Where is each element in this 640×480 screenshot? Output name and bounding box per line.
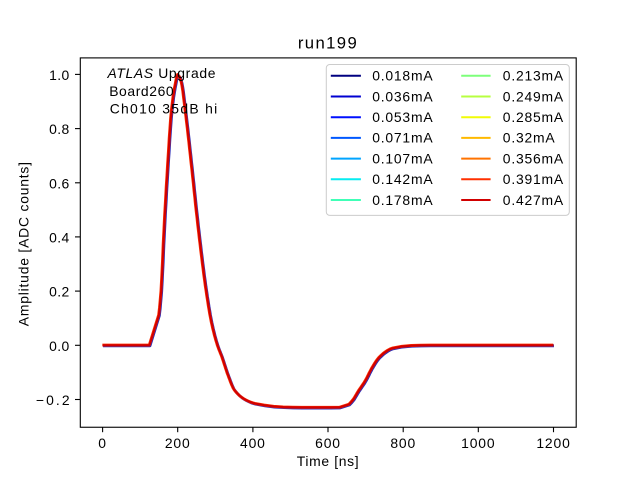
svg-text:0.036mA: 0.036mA <box>372 88 433 104</box>
svg-text:200: 200 <box>165 435 191 451</box>
svg-text:1.0: 1.0 <box>49 67 70 83</box>
svg-text:0.249mA: 0.249mA <box>503 88 564 104</box>
svg-text:Amplitude [ADC counts]: Amplitude [ADC counts] <box>15 161 31 326</box>
svg-text:0.178mA: 0.178mA <box>372 192 433 208</box>
svg-text:0.053mA: 0.053mA <box>372 109 433 125</box>
svg-text:0.213mA: 0.213mA <box>503 68 564 84</box>
svg-text:Ch010 35dB hi: Ch010 35dB hi <box>110 101 219 117</box>
svg-text:0.4: 0.4 <box>49 229 70 245</box>
svg-text:0.2: 0.2 <box>49 284 70 300</box>
svg-text:0.356mA: 0.356mA <box>503 150 564 166</box>
svg-text:0.8: 0.8 <box>49 121 70 137</box>
svg-text:0.285mA: 0.285mA <box>503 109 564 125</box>
svg-text:0.142mA: 0.142mA <box>372 171 433 187</box>
svg-text:800: 800 <box>390 435 416 451</box>
svg-text:0.427mA: 0.427mA <box>503 192 564 208</box>
svg-text:0.107mA: 0.107mA <box>372 150 433 166</box>
svg-text:1000: 1000 <box>461 435 495 451</box>
svg-text:Board260: Board260 <box>109 83 174 99</box>
svg-text:−0.2: −0.2 <box>36 392 72 408</box>
svg-text:0.32mA: 0.32mA <box>503 130 556 146</box>
svg-text:0.391mA: 0.391mA <box>503 171 564 187</box>
svg-text:ATLAS Upgrade: ATLAS Upgrade <box>107 65 217 81</box>
svg-text:0.018mA: 0.018mA <box>372 68 433 84</box>
svg-text:600: 600 <box>315 435 341 451</box>
svg-text:400: 400 <box>240 435 266 451</box>
svg-text:0.071mA: 0.071mA <box>372 130 433 146</box>
svg-text:1200: 1200 <box>536 435 570 451</box>
svg-text:0: 0 <box>98 435 107 451</box>
svg-text:0.6: 0.6 <box>49 175 70 191</box>
svg-text:run199: run199 <box>298 34 358 53</box>
svg-text:0.0: 0.0 <box>49 338 70 354</box>
svg-text:Time [ns]: Time [ns] <box>297 453 359 469</box>
